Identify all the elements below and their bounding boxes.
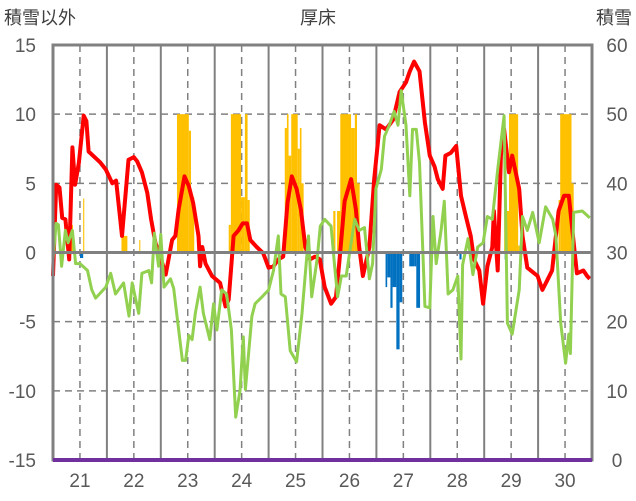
blue-bar bbox=[416, 252, 421, 308]
plot-frame bbox=[51, 43, 594, 462]
x-tick-label: 27 bbox=[393, 471, 414, 492]
x-tick-label: 28 bbox=[447, 471, 468, 492]
x-tick-label: 22 bbox=[123, 471, 144, 492]
orange-bar bbox=[228, 224, 231, 253]
right-tick-label: 0 bbox=[612, 451, 623, 472]
orange-bar bbox=[286, 114, 289, 253]
x-ticks: 21 22 23 24 25 26 27 28 29 30 bbox=[69, 471, 575, 492]
blue-bar bbox=[392, 252, 397, 288]
left-tick-label: 10 bbox=[15, 105, 36, 126]
left-tick-label: -10 bbox=[9, 382, 36, 403]
orange-bar bbox=[299, 128, 302, 253]
right-tick-label: 50 bbox=[606, 105, 627, 126]
chart-title: 厚床 bbox=[300, 8, 336, 29]
orange-bar bbox=[284, 128, 287, 253]
orange-bar bbox=[518, 245, 521, 253]
red-series-line bbox=[51, 59, 592, 309]
right-tick-label: 20 bbox=[606, 313, 627, 334]
right-tick-label: 40 bbox=[606, 174, 627, 195]
x-tick-label: 21 bbox=[69, 471, 90, 492]
right-tick-label: 10 bbox=[606, 382, 627, 403]
right-axis-title: 積雪 bbox=[596, 8, 632, 29]
orange-bar bbox=[139, 240, 141, 253]
left-axis-title: 積雪以外 bbox=[4, 8, 76, 29]
orange-bar bbox=[333, 211, 336, 253]
x-tick-label: 26 bbox=[339, 471, 360, 492]
x-tick-label: 29 bbox=[501, 471, 522, 492]
blue-bar bbox=[79, 252, 84, 259]
orange-bar bbox=[230, 114, 242, 253]
orange-bar bbox=[340, 114, 352, 253]
blue-bar bbox=[390, 252, 393, 308]
x-tick-label: 23 bbox=[177, 471, 198, 492]
orange-bar bbox=[244, 114, 248, 253]
orange-bar bbox=[190, 197, 195, 253]
orange-bar bbox=[121, 235, 128, 253]
orange-bar bbox=[83, 198, 85, 253]
orange-bar bbox=[558, 199, 561, 253]
orange-bar bbox=[354, 114, 357, 253]
right-tick-label: 60 bbox=[606, 36, 627, 57]
blue-bar bbox=[459, 252, 462, 260]
blue-bar bbox=[414, 252, 417, 267]
x-tick-label: 24 bbox=[231, 471, 253, 492]
blue-bar bbox=[399, 252, 403, 303]
right-tick-label: 30 bbox=[606, 244, 627, 265]
blue-bar bbox=[396, 252, 400, 350]
orange-bar bbox=[288, 155, 292, 253]
x-tick-label: 25 bbox=[285, 471, 306, 492]
left-ticks: 15 10 5 0 -5 -10 -15 bbox=[9, 36, 36, 472]
left-tick-label: -15 bbox=[9, 451, 36, 472]
left-tick-label: 0 bbox=[25, 244, 36, 265]
left-tick-label: 15 bbox=[15, 36, 36, 57]
right-ticks: 60 50 40 30 20 10 0 bbox=[606, 36, 627, 472]
orange-bar bbox=[508, 114, 519, 253]
blue-bar bbox=[387, 252, 391, 278]
orange-bar bbox=[560, 114, 572, 253]
x-tick-label: 30 bbox=[554, 471, 575, 492]
orange-bar bbox=[337, 211, 341, 253]
blue-bar bbox=[385, 252, 388, 288]
left-tick-label: 5 bbox=[25, 174, 36, 195]
left-tick-label: -5 bbox=[19, 313, 36, 334]
green-series-line bbox=[51, 89, 591, 419]
blue-bar bbox=[409, 252, 415, 267]
